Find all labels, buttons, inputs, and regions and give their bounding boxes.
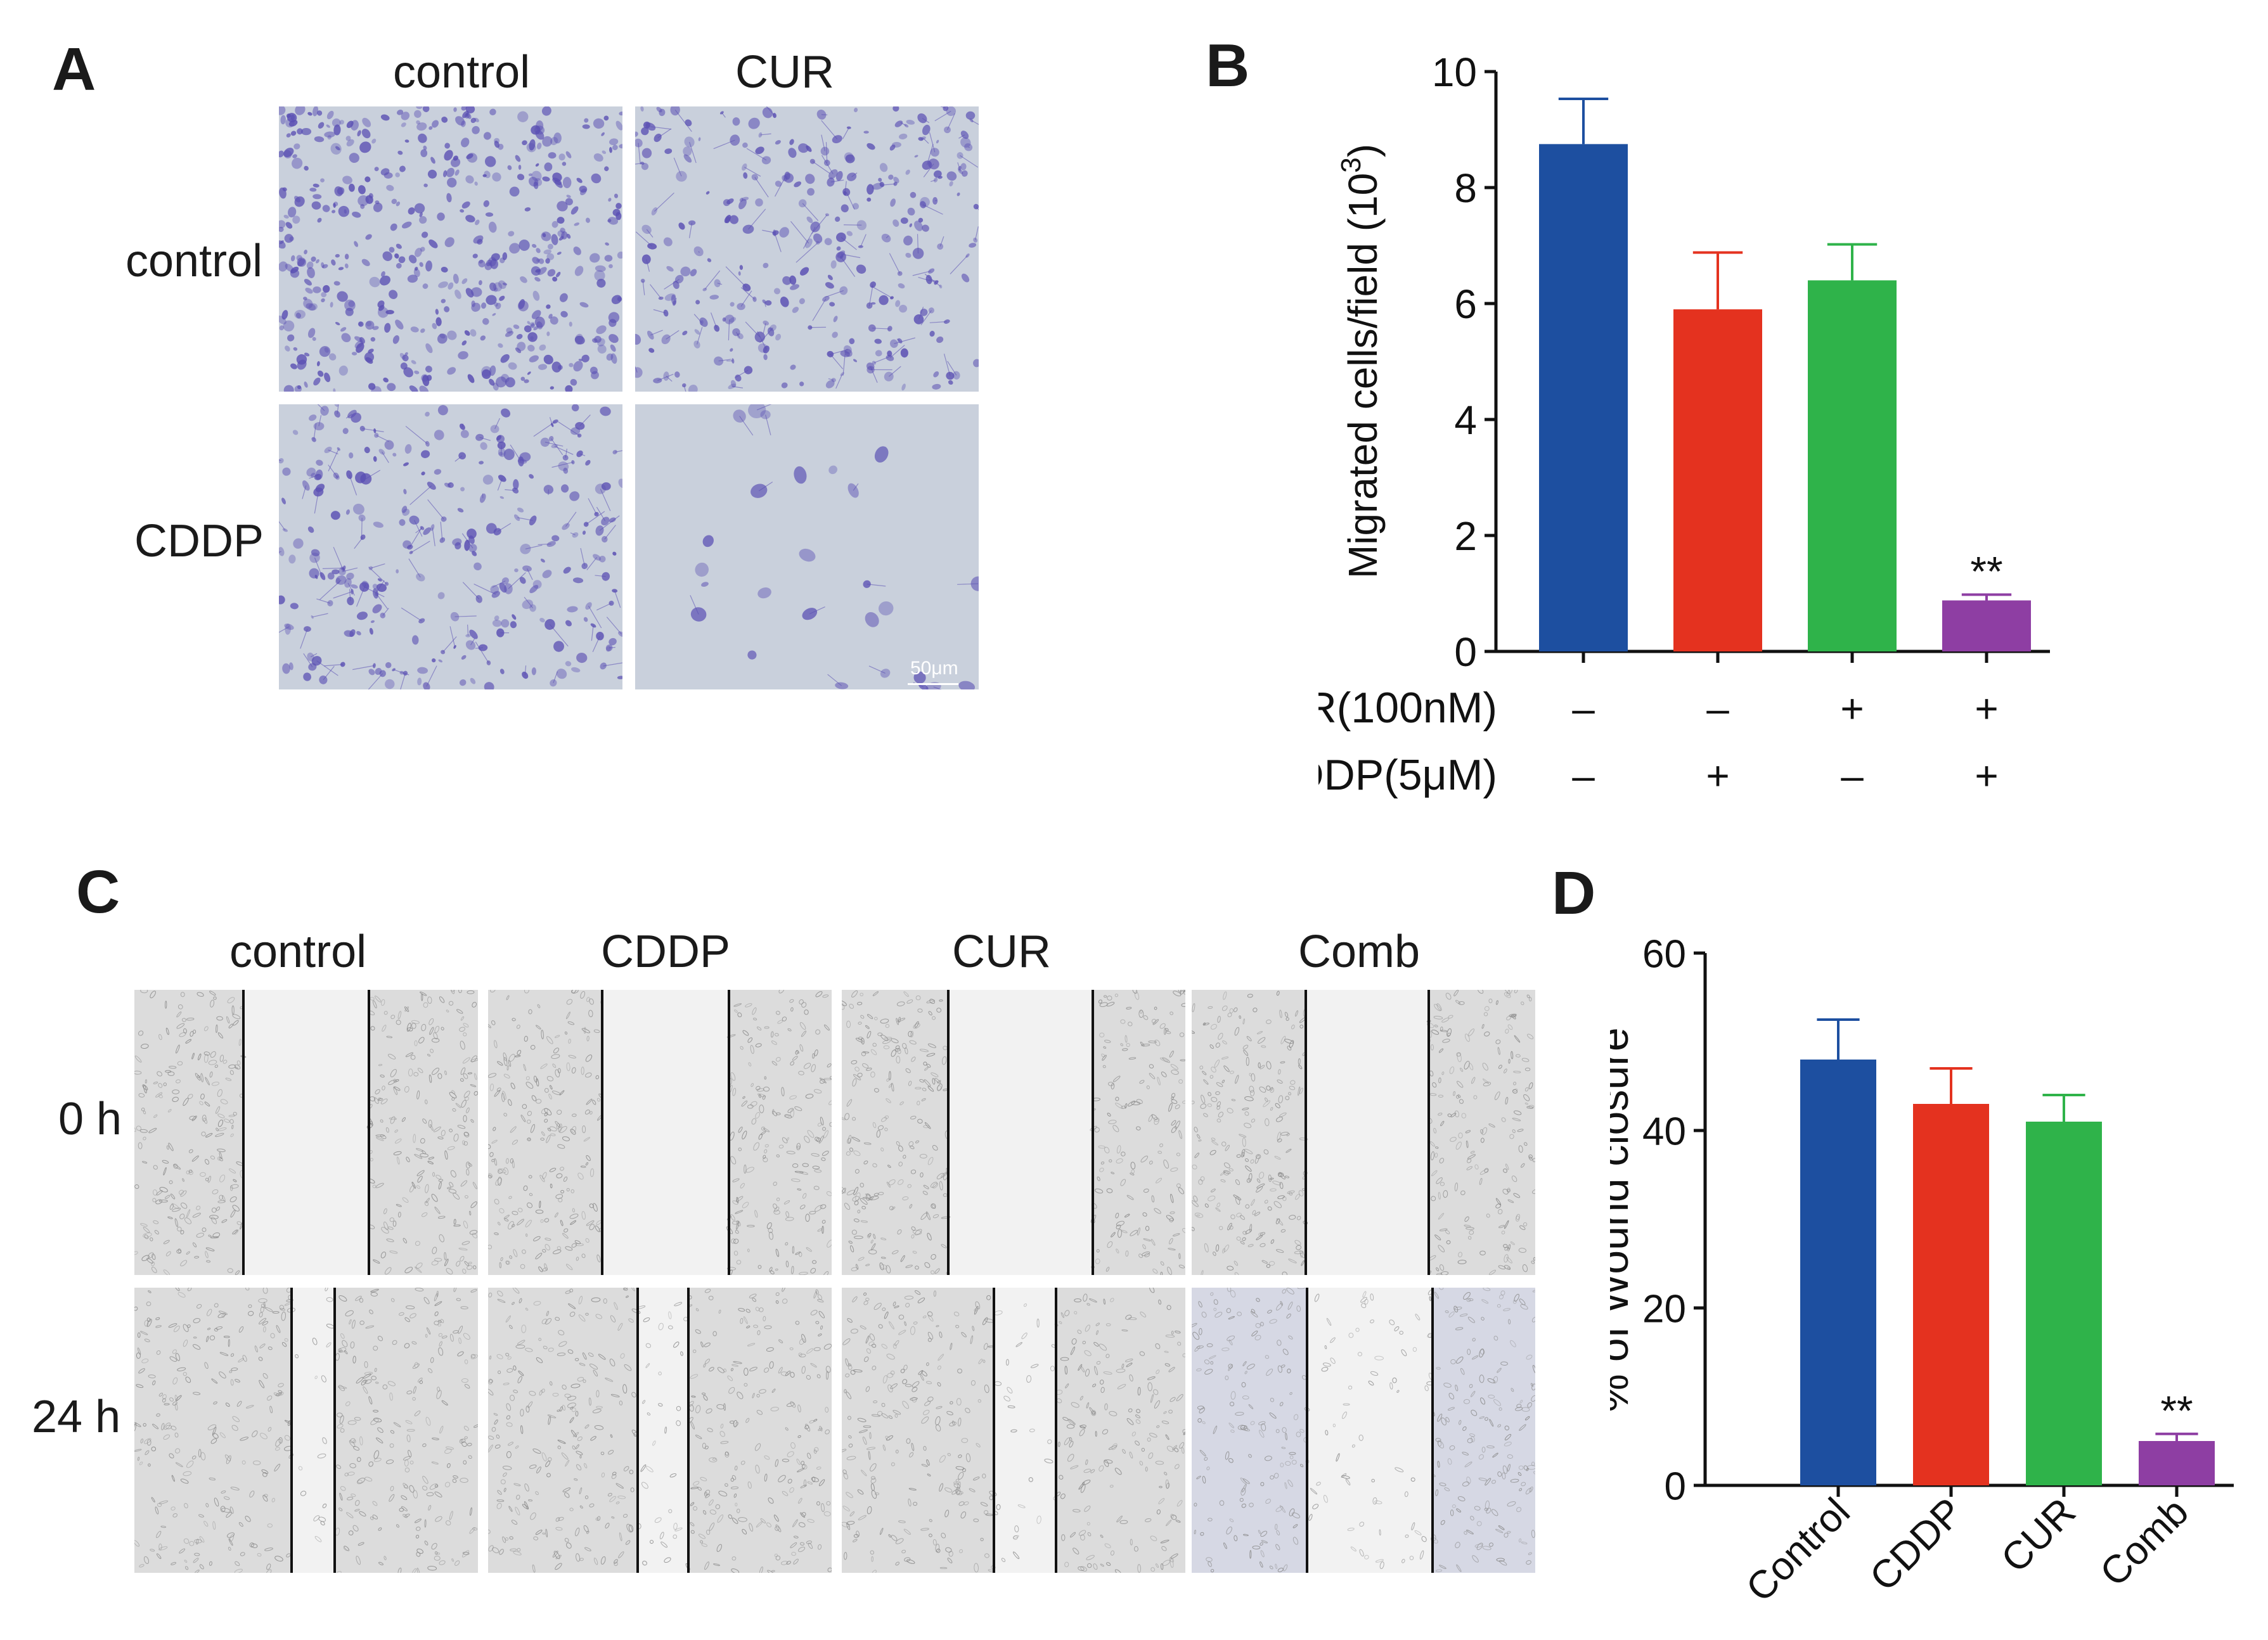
y-tick-label-2: 2 <box>1454 513 1477 559</box>
wound-image-cddp-24h <box>488 1288 832 1573</box>
panel-b-letter: B <box>1206 32 1250 99</box>
y-tick-label-10: 10 <box>1432 49 1477 95</box>
bar-0 <box>1539 144 1628 651</box>
condition-sign-0-2: + <box>1840 686 1864 731</box>
panel-a-col-label-control: control <box>393 47 531 98</box>
significance-label-3: ** <box>1970 548 2002 594</box>
y-tick-label-40: 40 <box>1642 1110 1686 1153</box>
condition-sign-1-1: + <box>1706 753 1729 798</box>
bar-3 <box>1942 600 2031 651</box>
bar-0 <box>1800 1060 1876 1485</box>
panel-c-row-label-24h: 24 h <box>32 1392 121 1442</box>
transwell-image-control-cur <box>635 106 979 392</box>
wound-image-comb-24h <box>1192 1288 1535 1573</box>
panel-a-row-label-cddp: CDDP <box>134 516 264 567</box>
transwell-image-cddp-control <box>279 404 622 689</box>
x-category-label-2: CUR <box>1993 1490 2084 1581</box>
wound-image-cddp-0h <box>488 990 832 1275</box>
bar-2 <box>1808 280 1897 651</box>
panel-c-letter: C <box>76 858 120 926</box>
scale-bar-label: 50μm <box>910 658 958 679</box>
wound-image-control-0h <box>134 990 478 1275</box>
panel-c-col-label-comb: Comb <box>1298 926 1421 977</box>
condition-sign-1-3: + <box>1975 753 1998 798</box>
condition-sign-0-3: + <box>1975 686 1998 731</box>
y-tick-label-20: 20 <box>1642 1287 1686 1331</box>
panel-c-col-label-cddp: CDDP <box>601 926 731 977</box>
bar-1 <box>1913 1104 1989 1485</box>
panel-a-letter: A <box>52 35 96 103</box>
significance-label-3: ** <box>2160 1387 2193 1434</box>
chart-b-migrated-cells: 0 2 4 6 8 10 ** Migrated cells/field (103) CUR(1… <box>1318 49 2050 799</box>
y-axis-label: Migrated cells/field (103) <box>1336 144 1386 579</box>
transwell-image-control-control <box>279 106 622 392</box>
wound-image-comb-0h <box>1192 990 1535 1275</box>
wound-image-cur-24h <box>842 1288 1185 1573</box>
wound-image-cur-0h <box>842 990 1185 1275</box>
y-tick-label-8: 8 <box>1454 165 1477 211</box>
panel-c-row-label-0h: 0 h <box>58 1094 122 1144</box>
condition-sign-0-0: – <box>1572 686 1595 731</box>
scale-bar <box>908 683 958 685</box>
bar-3 <box>2139 1441 2215 1485</box>
y-tick-label-6: 6 <box>1454 281 1477 327</box>
panel-a-col-label-cur: CUR <box>735 47 834 98</box>
condition-sign-1-0: – <box>1572 753 1595 798</box>
bar-2 <box>2026 1122 2102 1485</box>
panel-d-letter: D <box>1552 859 1596 927</box>
condition-label-1: CDDP(5μM) <box>1318 751 1497 799</box>
condition-sign-1-2: – <box>1841 753 1864 798</box>
panel-c-col-label-cur: CUR <box>952 926 1051 977</box>
y-tick-label-4: 4 <box>1454 397 1477 443</box>
y-tick-label-60: 60 <box>1642 932 1686 976</box>
x-category-label-3: Comb <box>2092 1490 2197 1595</box>
y-tick-label-0: 0 <box>1665 1464 1686 1508</box>
y-axis-label: % of Wound closure <box>1610 1027 1637 1412</box>
condition-label-0: CUR(100nM) <box>1318 684 1497 732</box>
transwell-image-cddp-cur: 50μm <box>635 404 979 689</box>
panel-a-row-label-control: control <box>126 236 263 286</box>
y-tick-label-0: 0 <box>1454 629 1477 675</box>
panel-c-col-label-control: control <box>229 926 367 977</box>
x-category-label-0: Control <box>1738 1490 1859 1610</box>
condition-sign-0-1: – <box>1706 686 1729 731</box>
x-category-label-1: CDDP <box>1862 1490 1971 1599</box>
wound-image-control-24h <box>134 1288 478 1573</box>
bar-1 <box>1673 309 1762 651</box>
